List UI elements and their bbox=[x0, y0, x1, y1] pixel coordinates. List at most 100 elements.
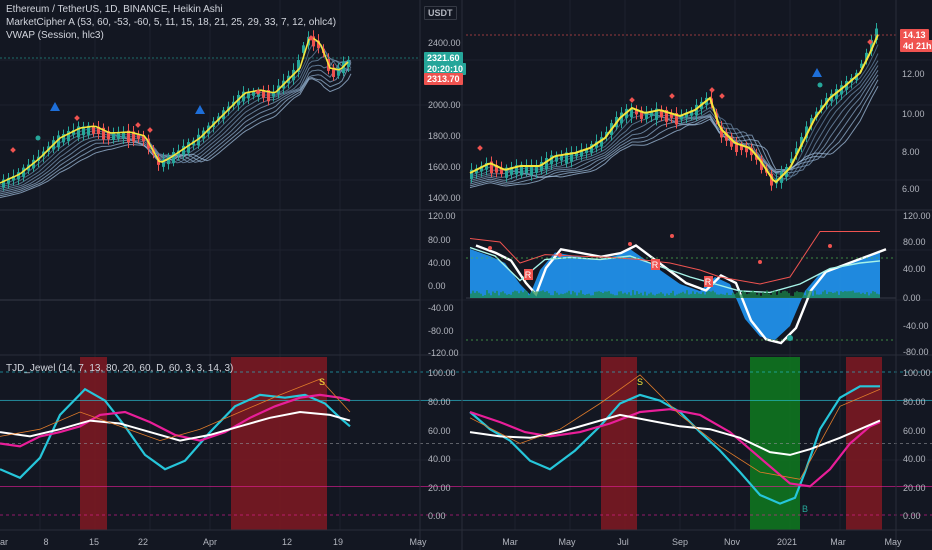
wave-histogram-bar bbox=[654, 295, 656, 298]
indicator-legend-jewel[interactable]: TJD_Jewel (14, 7, 13, 80, 20, 60, D, 60,… bbox=[6, 363, 234, 374]
candle-left bbox=[332, 67, 335, 77]
indicator-legend-marketcipher[interactable]: MarketCipher A (53, 60, -53, -60, 5, 11,… bbox=[6, 17, 337, 28]
wave-histogram-bar bbox=[748, 293, 750, 298]
sell-diamond-icon bbox=[867, 39, 873, 45]
candle-right bbox=[635, 109, 638, 115]
wave-histogram-bar bbox=[702, 292, 704, 298]
candle-right bbox=[570, 152, 573, 162]
time-axis-label-left: May bbox=[409, 537, 427, 547]
wave-histogram-bar bbox=[480, 293, 482, 298]
candle-left bbox=[272, 91, 275, 97]
wave-histogram-bar bbox=[772, 291, 774, 298]
right-countdown-tag: 4d 21h bbox=[900, 40, 932, 52]
wave-histogram-bar bbox=[630, 295, 632, 298]
wave-histogram-bar bbox=[746, 294, 748, 298]
candle-right bbox=[495, 165, 498, 173]
candle-left bbox=[262, 90, 265, 98]
wave-histogram-bar bbox=[792, 295, 794, 298]
wave-histogram-bar bbox=[706, 291, 708, 298]
wave-histogram-bar bbox=[800, 292, 802, 298]
wave-histogram-bar bbox=[548, 293, 550, 298]
wave-histogram-bar bbox=[564, 293, 566, 298]
wave-histogram-bar bbox=[518, 293, 520, 298]
wave-histogram-bar bbox=[490, 295, 492, 298]
jewel-axis-label-left: 0.00 bbox=[428, 511, 446, 521]
candle-left bbox=[92, 126, 95, 134]
wave-histogram-bar bbox=[472, 290, 474, 298]
candle-left bbox=[107, 131, 110, 140]
wave-histogram-bar bbox=[688, 294, 690, 298]
candle-right bbox=[760, 158, 763, 170]
bar-countdown-tag: 20:20:10 bbox=[424, 63, 467, 75]
wave-histogram-bar bbox=[596, 291, 598, 298]
candle-right bbox=[545, 158, 548, 170]
candle-right bbox=[790, 158, 793, 164]
sell-diamond-icon bbox=[255, 89, 261, 95]
jewel-fast-line-right bbox=[469, 385, 880, 505]
candle-right bbox=[720, 126, 723, 138]
wave-histogram-bar bbox=[824, 290, 826, 298]
candle-right bbox=[675, 113, 678, 125]
wave-histogram-bar bbox=[742, 290, 744, 298]
wave-histogram-bar bbox=[626, 294, 628, 298]
wave-histogram-bar bbox=[878, 294, 880, 298]
wave-histogram-bar bbox=[538, 291, 540, 298]
wave-histogram-bar bbox=[488, 293, 490, 298]
time-axis-label-left: ar bbox=[0, 537, 8, 547]
wave-histogram-bar bbox=[578, 292, 580, 298]
wave-histogram-bar bbox=[570, 294, 572, 298]
wave-histogram-bar bbox=[726, 292, 728, 298]
wave-histogram-bar bbox=[834, 292, 836, 298]
wave-signal-label: R bbox=[652, 260, 659, 270]
candle-right bbox=[730, 137, 733, 147]
candle-right bbox=[525, 165, 528, 174]
wave-histogram-bar bbox=[470, 293, 472, 298]
time-axis-label-left: 22 bbox=[138, 537, 148, 547]
wave-axis-label-right: 40.00 bbox=[903, 264, 926, 274]
indicator-legend-vwap[interactable]: VWAP (Session, hlc3) bbox=[6, 30, 104, 41]
wave-histogram-bar bbox=[510, 294, 512, 298]
candle-left bbox=[102, 127, 105, 140]
last-price-tag: 2321.60 bbox=[424, 52, 463, 64]
wave-histogram-bar bbox=[636, 291, 638, 298]
symbol-title[interactable]: Ethereum / TetherUS, 1D, BINANCE, Heikin… bbox=[6, 4, 223, 15]
candle-right bbox=[585, 148, 588, 154]
trend-line-left bbox=[0, 36, 349, 184]
wave-histogram-bar bbox=[602, 293, 604, 298]
wave-histogram-bar bbox=[874, 291, 876, 298]
candle-right bbox=[795, 148, 798, 155]
jewel-axis-label-right: 20.00 bbox=[903, 483, 926, 493]
candle-right bbox=[750, 147, 753, 156]
candle-left bbox=[267, 90, 270, 102]
wave-histogram-bar bbox=[502, 291, 504, 298]
wave-histogram-bar bbox=[846, 291, 848, 298]
candle-right bbox=[470, 169, 473, 179]
wave-label-box bbox=[704, 276, 713, 287]
candle-right bbox=[490, 161, 493, 174]
sell-diamond-icon bbox=[135, 122, 141, 128]
wave-histogram-bar bbox=[504, 293, 506, 298]
wave-histogram-bar bbox=[606, 291, 608, 298]
candle-left bbox=[252, 91, 255, 96]
candle-right bbox=[655, 108, 658, 120]
wave-histogram-bar bbox=[804, 295, 806, 298]
jewel-axis-label-left: 20.00 bbox=[428, 483, 451, 493]
candle-right bbox=[550, 155, 553, 165]
wave-histogram-bar bbox=[774, 290, 776, 298]
wave-histogram-bar bbox=[720, 293, 722, 298]
trend-line-right bbox=[469, 34, 879, 184]
wave-histogram-bar bbox=[860, 293, 862, 298]
wave-histogram-bar bbox=[694, 294, 696, 298]
candle-right bbox=[485, 162, 488, 170]
wave-histogram-bar bbox=[754, 291, 756, 298]
candle-right bbox=[865, 52, 868, 61]
wave-histogram-bar bbox=[734, 293, 736, 298]
wave-axis-label-left: -120.00 bbox=[428, 348, 459, 358]
wave-histogram-bar bbox=[632, 290, 634, 298]
wave-histogram-bar bbox=[674, 295, 676, 298]
wave-histogram-bar bbox=[576, 295, 578, 298]
wave-histogram-bar bbox=[786, 291, 788, 298]
jewel-axis-label-left: 100.00 bbox=[428, 368, 456, 378]
wave-histogram-bar bbox=[582, 294, 584, 298]
